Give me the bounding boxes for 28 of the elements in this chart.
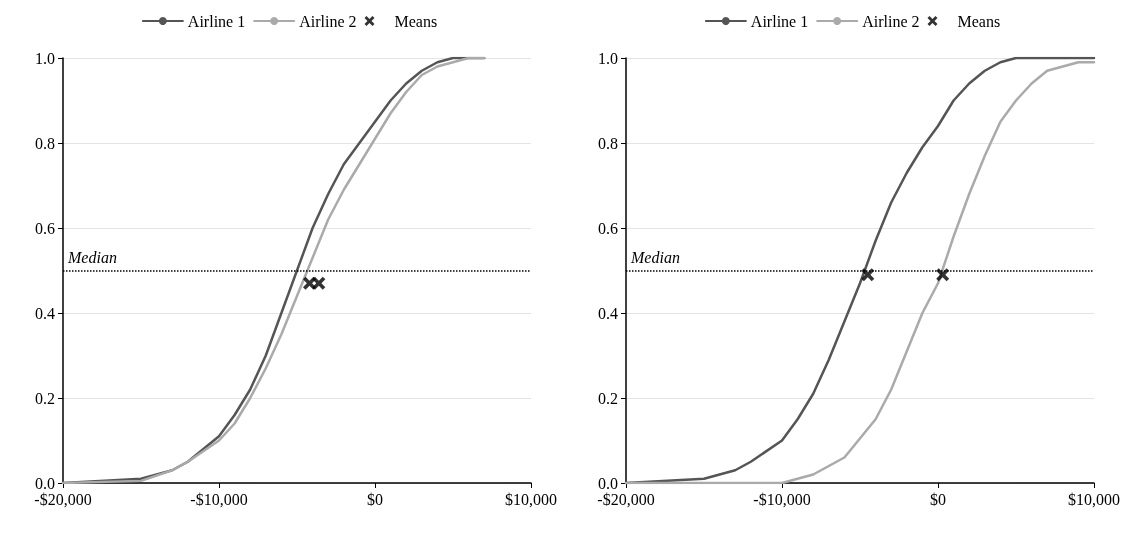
y-tick-label: 0.0 [35,474,55,492]
x-tick-label: -$10,000 [190,490,248,508]
ref-line-label: Median [67,249,117,266]
y-tick-label: 0.8 [35,134,55,152]
y-tick-label: 0.2 [598,389,618,407]
y-tick-label: 0.0 [598,474,618,492]
legend-label: Airline 1 [750,12,809,30]
y-tick-label: 1.0 [35,49,55,67]
legend-label: Airline 1 [187,12,246,30]
ref-line-label: Median [630,249,680,266]
y-tick-label: 0.4 [35,304,55,322]
legend-label: Means [957,12,1001,30]
y-tick-label: 0.8 [598,134,618,152]
legend-label: Means [394,12,438,30]
x-tick-label: $10,000 [1068,490,1120,508]
x-tick-label: $0 [930,490,946,508]
legend-label: Airline 2 [299,12,357,30]
x-tick-label: $0 [367,490,383,508]
x-tick-label: -$10,000 [753,490,811,508]
y-tick-label: 1.0 [598,49,618,67]
x-tick-label: $10,000 [505,490,557,508]
y-tick-label: 0.6 [35,219,55,237]
y-tick-label: 0.6 [598,219,618,237]
x-tick-label: -$20,000 [597,490,655,508]
y-tick-label: 0.4 [598,304,618,322]
legend-label: Airline 2 [862,12,920,30]
y-tick-label: 0.2 [35,389,55,407]
x-tick-label: -$20,000 [34,490,92,508]
